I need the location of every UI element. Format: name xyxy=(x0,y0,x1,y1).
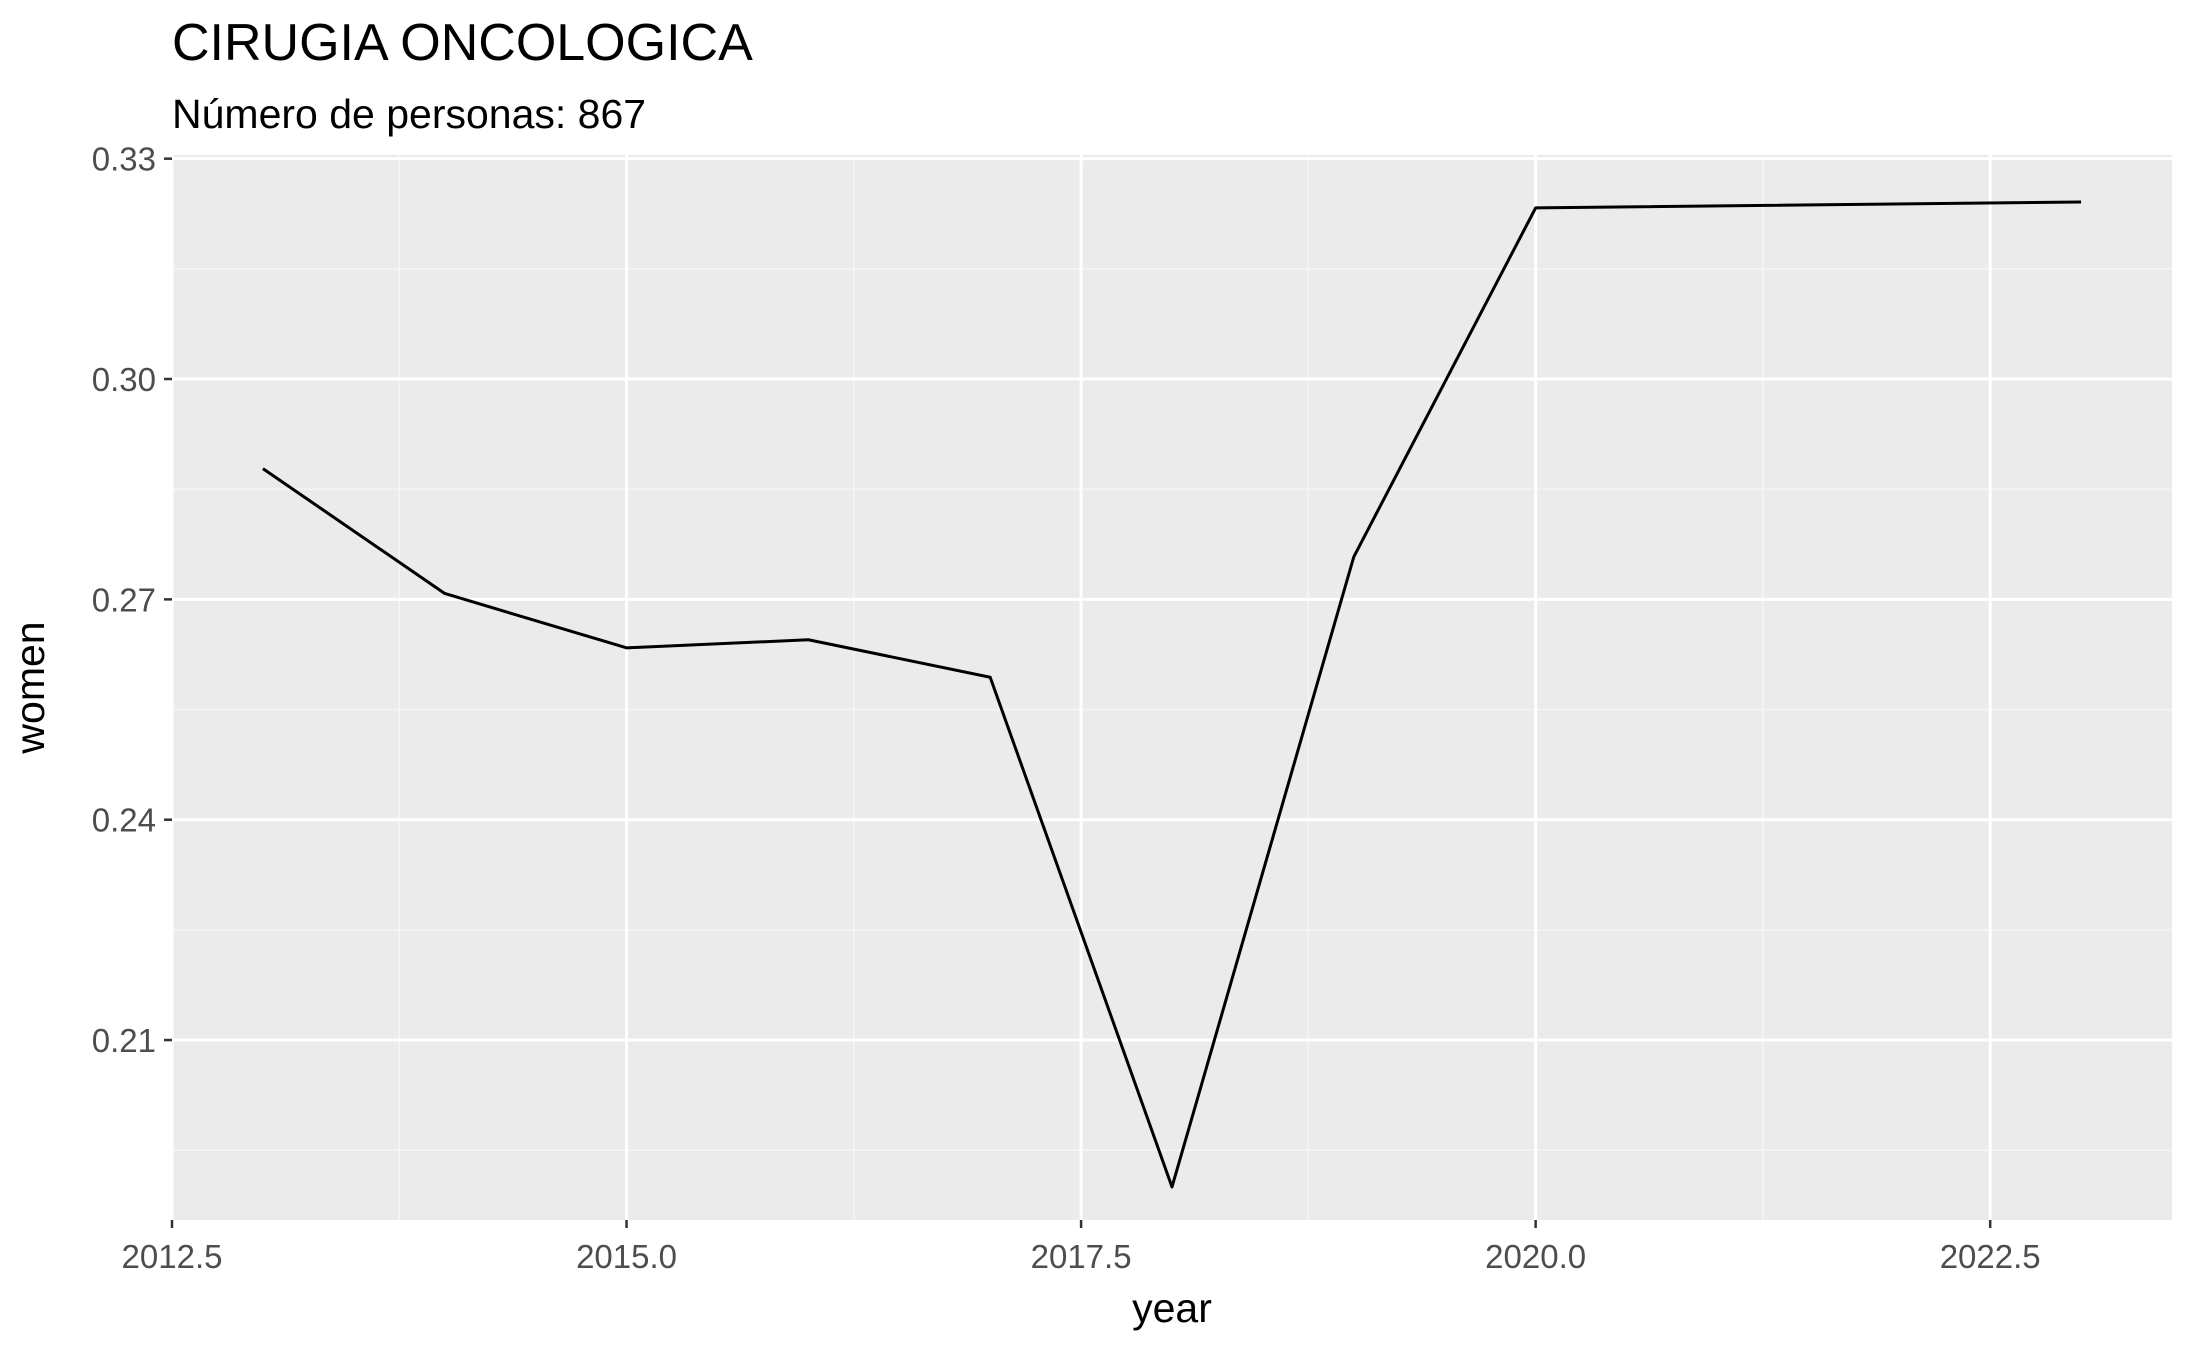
y-tick-label: 0.30 xyxy=(92,361,156,398)
y-tick-label: 0.21 xyxy=(92,1022,156,1059)
gridlines xyxy=(170,155,2172,1220)
series-layer xyxy=(262,200,2082,1189)
x-axis-title: year xyxy=(1132,1285,1212,1331)
x-tick-label: 2015.0 xyxy=(576,1238,677,1275)
x-tick-label: 2012.5 xyxy=(122,1238,223,1275)
series-line xyxy=(262,200,2082,1189)
y-tick-label: 0.33 xyxy=(92,141,156,178)
panel-background xyxy=(172,155,2172,1220)
chart-subtitle: Número de personas: 867 xyxy=(172,91,646,137)
x-tick-label: 2017.5 xyxy=(1031,1238,1132,1275)
axes: 2012.5 2015.0 2017.5 2020.0 2022.5 0.21 0.24 0.… xyxy=(92,141,2041,1275)
y-tick-label: 0.24 xyxy=(92,802,156,839)
y-axis-title: women xyxy=(7,621,53,754)
plot-panel xyxy=(172,155,2172,1220)
x-tick-label: 2022.5 xyxy=(1940,1238,2041,1275)
y-tick-label: 0.27 xyxy=(92,581,156,618)
x-tick-label: 2020.0 xyxy=(1485,1238,1586,1275)
chart-title: CIRUGIA ONCOLOGICA xyxy=(172,14,753,72)
